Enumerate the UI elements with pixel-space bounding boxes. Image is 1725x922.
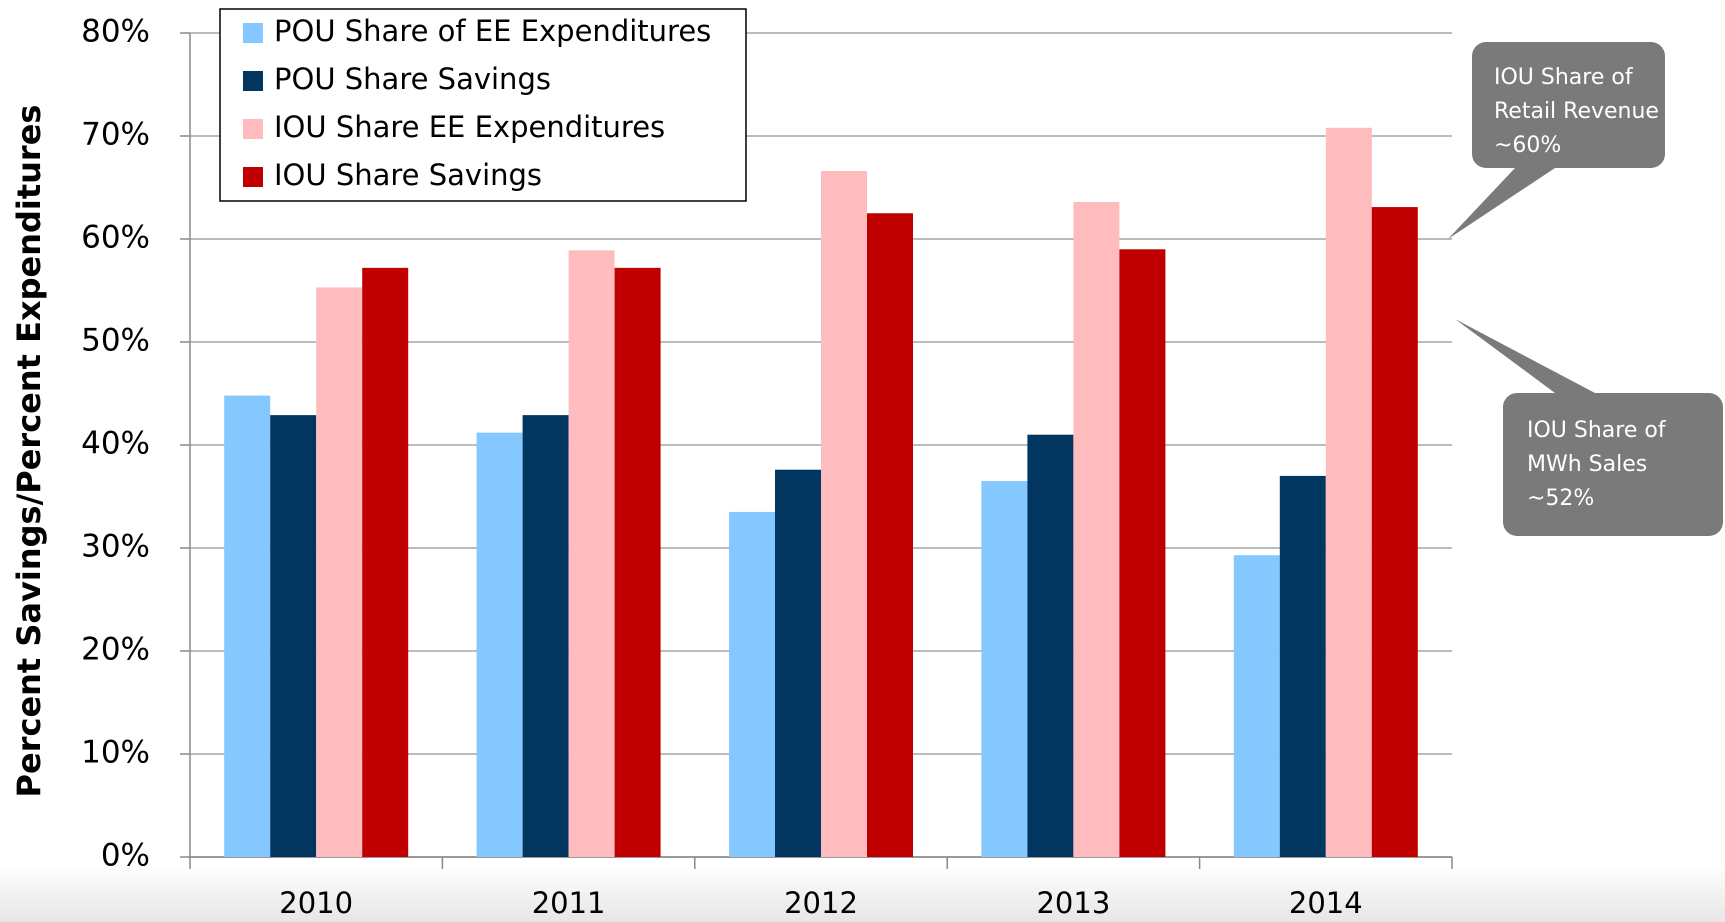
x-tick-label: 2011	[532, 886, 606, 920]
y-tick-label: 0%	[101, 838, 150, 874]
legend-swatch	[243, 23, 263, 43]
legend-swatch	[243, 119, 263, 139]
y-tick-label: 50%	[81, 323, 150, 359]
y-tick-label: 20%	[81, 632, 150, 668]
y-axis-label: Percent Savings/Percent Expenditures	[10, 105, 48, 798]
bar	[775, 469, 821, 857]
bar	[821, 171, 867, 857]
callout: IOU Share of MWh Sales ~52%	[1455, 319, 1723, 536]
bar	[981, 481, 1028, 857]
callout-box	[1503, 393, 1723, 536]
y-tick-label: 10%	[81, 735, 150, 771]
y-tick-label: 60%	[81, 220, 150, 256]
legend-label: POU Share Savings	[274, 62, 551, 96]
y-tick-label: 40%	[81, 426, 150, 462]
bar	[476, 432, 523, 857]
bar	[729, 511, 775, 857]
callout-text: MWh Sales	[1527, 452, 1647, 477]
bar	[316, 287, 363, 857]
y-tick-label: 30%	[81, 529, 150, 565]
callout-text: ~52%	[1527, 486, 1594, 511]
x-tick-label: 2013	[1036, 886, 1110, 920]
bar	[614, 267, 661, 858]
y-tick-label: 70%	[81, 117, 150, 153]
bar	[1027, 434, 1074, 857]
bar	[1325, 127, 1372, 857]
y-tick-label: 80%	[81, 14, 150, 50]
bar	[1233, 555, 1280, 857]
bottom-band	[0, 865, 1725, 922]
callout-text: IOU Share of	[1527, 418, 1667, 443]
legend-swatch	[243, 71, 263, 91]
bar	[867, 213, 913, 857]
callout-box	[1472, 42, 1665, 168]
callout-pointer	[1448, 168, 1555, 239]
callout-pointer	[1455, 319, 1595, 393]
callout-text: Retail Revenue	[1494, 99, 1659, 124]
callout-text: IOU Share of	[1494, 65, 1634, 90]
bar	[1119, 249, 1166, 858]
bar	[362, 267, 409, 858]
bar	[224, 395, 271, 857]
legend-label: POU Share of EE Expenditures	[274, 14, 711, 48]
legend-box	[219, 8, 747, 202]
x-tick-label: 2014	[1289, 886, 1363, 920]
callout: IOU Share of Retail Revenue ~60%	[1448, 42, 1665, 239]
legend-swatch	[243, 167, 263, 187]
callout-text: ~60%	[1494, 133, 1561, 158]
bar	[270, 415, 317, 857]
bar	[522, 415, 569, 857]
legend-label: IOU Share Savings	[274, 158, 542, 192]
bar	[1073, 201, 1120, 858]
bar	[568, 250, 615, 857]
legend-label: IOU Share EE Expenditures	[274, 110, 665, 144]
x-tick-label: 2010	[279, 886, 353, 920]
bar	[1279, 475, 1326, 857]
bar	[1371, 207, 1418, 857]
x-tick-label: 2012	[784, 886, 858, 920]
